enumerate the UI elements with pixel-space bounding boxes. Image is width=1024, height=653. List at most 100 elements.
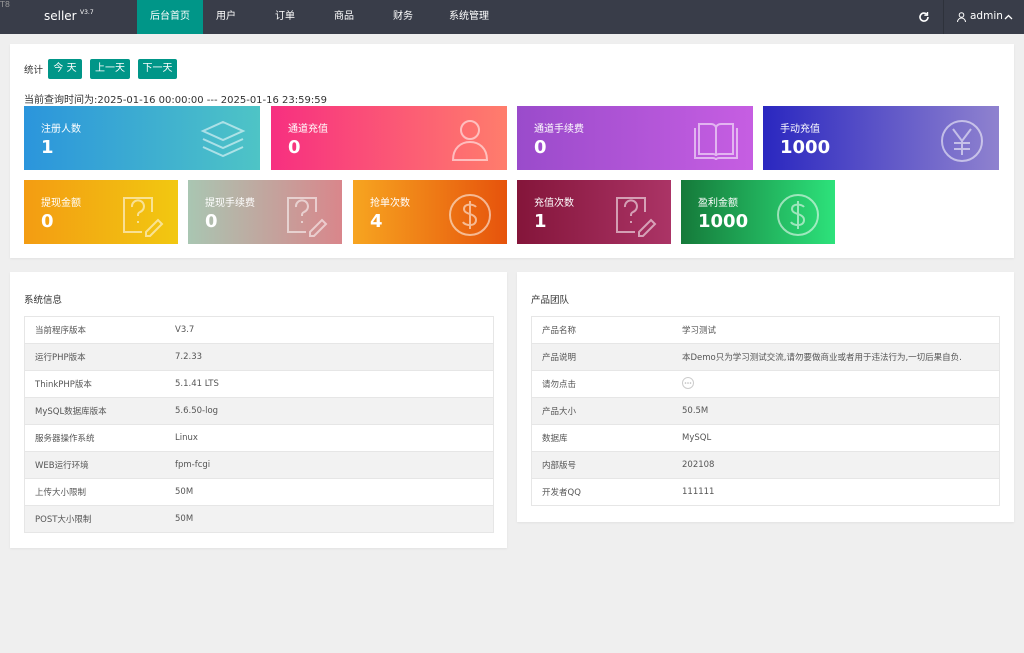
nav-item[interactable]: 财务 (393, 11, 413, 22)
stats-label: 统计 (24, 65, 44, 76)
table-row: MySQL数据库版本 5.6.50-log (24, 397, 494, 425)
card-label: 抢单次数 (370, 198, 410, 209)
row-label: WEB运行环境 (24, 451, 165, 479)
day-button[interactable]: 下一天 (138, 59, 177, 79)
table-row: 上传大小限制 50M (24, 478, 494, 506)
card-label: 充值次数 (534, 198, 574, 209)
row-label: 上传大小限制 (24, 478, 165, 506)
query-time: 当前查询时间为:2025-01-16 00:00:00 --- 2025-01-… (24, 95, 327, 106)
card-value: 0 (41, 211, 54, 232)
stat-card: 通道充值 0 (271, 106, 507, 170)
stat-card: 盈利金额 1000 (681, 180, 835, 244)
stat-card: 手动充值 1000 (763, 106, 999, 170)
card-icon (616, 197, 657, 237)
divider (943, 0, 944, 34)
table-row: 请勿点击 (531, 370, 1000, 398)
top-nav: T8 seller V3.7 admin 后台首页 用户 订单 商品 财务 系统管理 (0, 0, 1024, 34)
system-table: 当前程序版本 V3.7 运行PHP版本 7.2.33 ThinkPHP版本 5.1.41 … (24, 316, 494, 533)
corner-text: T8 (0, 0, 10, 9)
day-button[interactable]: 今 天 (48, 59, 82, 79)
row-label: 产品说明 (531, 343, 672, 371)
team-table: 产品名称 学习测试 产品说明 本Demo只为学习测试交流,请勿要做商业或者用于违法行为… (531, 316, 1000, 506)
table-row: POST大小限制 50M (24, 505, 494, 533)
card-value: 1000 (780, 137, 831, 158)
dots-icon[interactable] (682, 376, 694, 389)
card-icon (777, 194, 819, 236)
table-row: 产品说明 本Demo只为学习测试交流,请勿要做商业或者用于违法行为,一切后果自负. (531, 343, 1000, 371)
row-label: MySQL数据库版本 (24, 397, 165, 425)
panel-title: 系统信息 (24, 295, 63, 306)
card-label: 通道充值 (288, 124, 328, 135)
card-label: 手动充值 (780, 124, 820, 135)
brand[interactable]: seller (44, 9, 77, 23)
row-value: 50M (165, 505, 494, 533)
row-value: 111111 (672, 478, 1000, 506)
table-row: WEB运行环境 fpm-fcgi (24, 451, 494, 479)
row-label: 运行PHP版本 (24, 343, 165, 371)
table-row: ThinkPHP版本 5.1.41 LTS (24, 370, 494, 398)
row-value: 50M (165, 478, 494, 506)
stat-card: 提现金额 0 (24, 180, 178, 244)
nav-item[interactable]: 用户 (216, 11, 236, 22)
table-row: 当前程序版本 V3.7 (24, 316, 494, 344)
row-value: 7.2.33 (165, 343, 494, 371)
row-label: 产品名称 (531, 316, 672, 344)
row-label: 开发者QQ (531, 478, 672, 506)
table-row: 运行PHP版本 7.2.33 (24, 343, 494, 371)
stat-card: 抢单次数 4 (353, 180, 507, 244)
nav-item[interactable]: 订单 (275, 11, 295, 22)
card-icon (287, 197, 328, 237)
card-icon (941, 120, 983, 162)
table-row: 内部版号 202108 (531, 451, 1000, 479)
row-value: 5.6.50-log (165, 397, 494, 425)
row-value: Linux (165, 424, 494, 452)
row-value: MySQL (672, 424, 1000, 452)
row-value: 50.5M (672, 397, 1000, 425)
row-value: 学习测试 (672, 316, 1000, 344)
refresh-icon[interactable] (918, 11, 930, 23)
table-row: 开发者QQ 111111 (531, 478, 1000, 506)
row-value: V3.7 (165, 316, 494, 344)
nav-item[interactable]: 系统管理 (449, 11, 489, 22)
card-icon (451, 120, 489, 161)
row-label: 当前程序版本 (24, 316, 165, 344)
row-value: 202108 (672, 451, 1000, 479)
row-value: fpm-fcgi (165, 451, 494, 479)
user-name[interactable]: admin (970, 10, 1003, 22)
card-label: 提现金额 (41, 198, 81, 209)
version: V3.7 (80, 9, 94, 16)
card-value: 0 (288, 137, 301, 158)
stat-card: 通道手续费 0 (517, 106, 753, 170)
table-row: 产品名称 学习测试 (531, 316, 1000, 344)
row-label: POST大小限制 (24, 505, 165, 533)
card-value: 1 (534, 211, 547, 232)
day-button[interactable]: 上一天 (90, 59, 130, 79)
card-value: 1000 (698, 211, 749, 232)
card-label: 注册人数 (41, 124, 81, 135)
table-row: 数据库 MySQL (531, 424, 1000, 452)
card-label: 通道手续费 (534, 124, 584, 135)
row-label: 产品大小 (531, 397, 672, 425)
panel-title: 产品团队 (531, 295, 570, 306)
caret (1004, 14, 1013, 20)
stat-card: 充值次数 1 (517, 180, 671, 244)
table-row: 产品大小 50.5M (531, 397, 1000, 425)
card-icon (200, 120, 246, 158)
row-label: 数据库 (531, 424, 672, 452)
nav-item[interactable]: 后台首页 (137, 0, 203, 34)
table-row: 服务器操作系统 Linux (24, 424, 494, 452)
row-label: 服务器操作系统 (24, 424, 165, 452)
card-label: 盈利金额 (698, 198, 738, 209)
row-label: 请勿点击 (531, 370, 672, 398)
user-icon (957, 12, 966, 22)
row-label: 内部版号 (531, 451, 672, 479)
card-icon (449, 194, 491, 236)
card-value: 1 (41, 137, 54, 158)
card-value: 0 (205, 211, 218, 232)
card-value: 4 (370, 211, 383, 232)
stat-card: 注册人数 1 (24, 106, 260, 170)
row-value: 5.1.41 LTS (165, 370, 494, 398)
nav-item[interactable]: 商品 (334, 11, 354, 22)
card-icon (694, 123, 738, 161)
